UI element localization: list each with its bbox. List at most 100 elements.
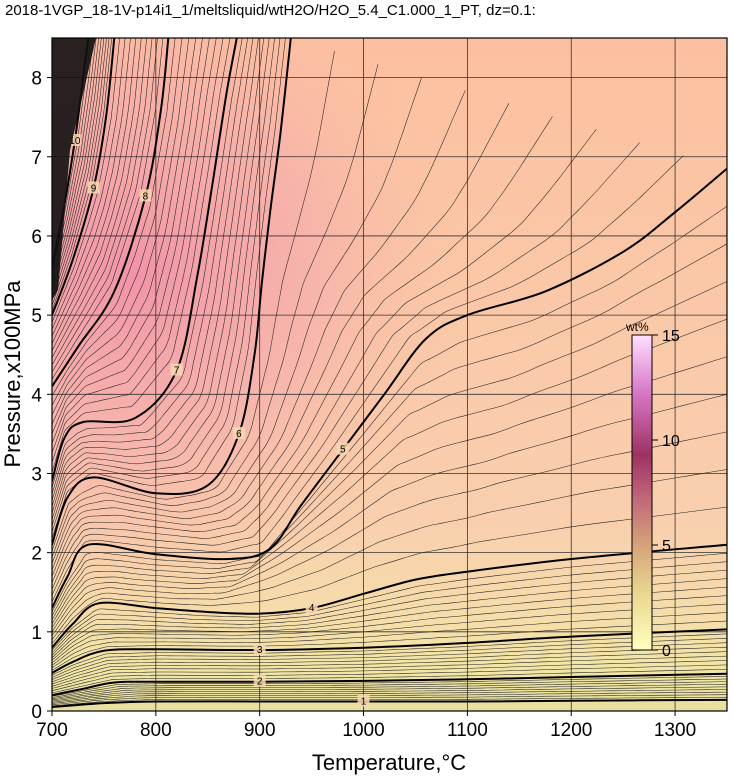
contour-minor [52, 64, 379, 558]
contour-minor [52, 38, 102, 292]
contour-minor [52, 691, 727, 704]
contour-minor [52, 38, 176, 397]
contour-minor [52, 578, 727, 659]
contour-minor [52, 38, 147, 359]
contour-minor [52, 38, 210, 444]
y-tick-label: 4 [31, 385, 42, 406]
contour-label-bg [357, 694, 370, 707]
contour-minor [52, 38, 190, 416]
contour-minor [52, 38, 105, 297]
contour-minor [52, 689, 727, 703]
contour-label: 5 [340, 445, 346, 456]
contour-minor [52, 38, 203, 434]
contour-minor [52, 694, 727, 705]
contour-minor [52, 51, 335, 552]
contour-lines [52, 38, 727, 708]
contour-label-bg [253, 643, 266, 656]
contour-minor [52, 655, 727, 687]
y-tick-label: 1 [31, 623, 42, 644]
contour-label: 10 [69, 136, 81, 147]
contour-minor [52, 38, 107, 301]
x-tick-label: 1100 [447, 720, 488, 741]
colorbar-gradient [631, 334, 653, 651]
contour-label-bg [232, 426, 245, 439]
contour-minor [52, 142, 641, 596]
contour-minor [52, 38, 110, 306]
contour-minor [52, 552, 727, 651]
x-tick-label: 1300 [654, 720, 696, 741]
contour-line [52, 38, 292, 546]
contour-label-bg [305, 601, 318, 614]
contour-label: 6 [236, 429, 242, 440]
contour-minor [52, 38, 131, 337]
contour-minor [52, 38, 265, 514]
contour-line [52, 672, 727, 697]
contour-minor [52, 603, 727, 666]
y-tick-label: 2 [31, 544, 42, 565]
chart-title: 2018-1VGP_18-1V-p14i1_1/meltsliquid/wtH2… [5, 2, 536, 19]
contour-minor [52, 155, 684, 602]
contour-minor [52, 38, 153, 366]
contour-label-bg [336, 442, 349, 455]
contour-minor [52, 506, 727, 644]
contour-minor [52, 38, 137, 344]
colorbar-tick-label: 5 [662, 538, 671, 555]
contour-label-bg [170, 363, 183, 376]
contour-minor [52, 38, 270, 520]
colorbar-tick-label: 0 [662, 643, 671, 660]
contour-minor [52, 651, 727, 685]
contour-minor [52, 646, 727, 683]
y-axis: 0 1 2 3 4 5 6 7 8 [31, 69, 52, 723]
contour-minor [52, 586, 727, 661]
contour-minor [52, 38, 164, 380]
plot-area: 1 2 3 4 5 6 7 8 9 10 [52, 38, 727, 711]
contour-label-bg [253, 674, 266, 687]
colorbar-tick-label: 15 [662, 328, 680, 345]
y-tick-label: 8 [31, 69, 42, 90]
y-tick-label: 3 [31, 464, 42, 485]
contour-minor [52, 595, 727, 664]
contour-label: 4 [309, 603, 315, 614]
contour-minor [52, 561, 727, 653]
contour-minor [52, 243, 727, 617]
contour-minor [52, 38, 259, 507]
contour-label-bg [139, 189, 152, 202]
contour-line [52, 167, 727, 609]
contour-line [52, 38, 238, 482]
contour-label: 8 [143, 191, 149, 202]
contour-label: 1 [361, 696, 367, 707]
contour-minor [52, 38, 183, 406]
x-tick-label: 800 [140, 720, 172, 741]
x-tick-label: 700 [36, 720, 68, 741]
contour-minor [52, 638, 727, 678]
contour-minor [52, 38, 281, 533]
y-tick-label: 6 [31, 227, 42, 248]
contour-minor [52, 356, 727, 629]
colorbar: wt% 0 5 10 15 [625, 320, 680, 660]
contour-minor [52, 38, 231, 472]
contour-minor [52, 431, 727, 636]
contour-minor [52, 38, 254, 501]
contour-minor [52, 38, 243, 488]
x-tick-label: 900 [244, 720, 276, 741]
x-axis: 700 800 900 1000 1100 1200 1300 [36, 711, 696, 741]
contour-label: 9 [91, 183, 97, 194]
y-tick-label: 5 [31, 306, 42, 327]
contour-label: 2 [257, 677, 263, 688]
contour-minor [52, 38, 99, 287]
contour-minor [52, 681, 727, 699]
colorbar-tick-label: 10 [662, 433, 680, 450]
plot-frame [51, 37, 728, 712]
contour-minor [52, 281, 727, 621]
contour-minor [52, 569, 727, 656]
y-axis-title: Pressure,x100MPa [0, 280, 25, 468]
x-tick-label: 1200 [550, 720, 592, 741]
contour-minor [52, 660, 727, 689]
y-tick-label: 7 [31, 148, 42, 169]
contour-label: 3 [257, 645, 263, 656]
contour-minor [52, 116, 553, 583]
high-water-region [52, 38, 727, 711]
contour-minor [52, 697, 727, 707]
contour-minor [52, 612, 727, 669]
contour-minor [52, 206, 727, 613]
